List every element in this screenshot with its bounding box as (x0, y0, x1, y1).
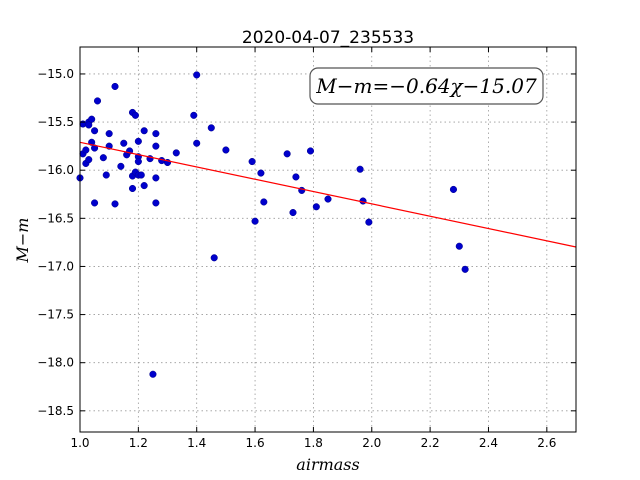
data-point (131, 111, 139, 119)
data-point (85, 156, 93, 164)
x-tick-label: 1.0 (70, 436, 89, 450)
data-point (306, 147, 315, 155)
data-point (449, 185, 458, 193)
data-point (222, 146, 230, 154)
y-tick-label: −17.5 (37, 308, 74, 322)
data-point (356, 165, 364, 173)
data-point (190, 111, 198, 119)
y-tick-label: −16.5 (37, 211, 74, 225)
axis-ticks: 1.0 1.2 1.4 1.6 1.8 2.0 2.2 2.4 2.6 −15.0 −15.5 −16… (37, 47, 576, 450)
data-point (210, 254, 218, 262)
data-point (292, 173, 300, 181)
x-tick-label: 2.0 (362, 436, 381, 450)
y-tick-label: −18.5 (37, 404, 74, 418)
data-point (85, 121, 93, 129)
data-point (312, 203, 320, 211)
data-point (120, 139, 128, 147)
data-points (76, 71, 469, 378)
annotation-frame (309, 67, 544, 105)
data-point (152, 142, 160, 150)
x-axis-label: airmass (296, 455, 359, 474)
data-point (134, 157, 142, 166)
y-tick-label: −15.0 (37, 67, 74, 81)
data-point (289, 209, 297, 217)
plot-frame (79, 46, 577, 433)
data-point (93, 97, 102, 105)
data-point (111, 82, 119, 91)
data-point (172, 149, 180, 157)
data-point (82, 146, 90, 154)
data-point (134, 137, 142, 145)
fit-equation: M−m=−0.64χ−15.07 (315, 74, 537, 98)
x-tick-label: 1.2 (129, 436, 148, 450)
data-point (117, 162, 125, 170)
fit-line (79, 141, 577, 248)
data-point (102, 171, 110, 179)
y-axis-label: M−m (13, 218, 32, 264)
x-tick-label: 2.4 (479, 436, 498, 450)
data-point (99, 154, 107, 162)
data-point (105, 130, 113, 138)
chart-title: 2020-04-07_235533 (242, 28, 414, 48)
y-tick-label: −17.0 (37, 259, 74, 273)
data-point (111, 200, 119, 208)
x-tick-label: 1.4 (187, 436, 206, 450)
x-tick-label: 2.2 (421, 436, 440, 450)
data-point (140, 127, 148, 135)
x-tick-label: 1.8 (304, 436, 323, 450)
data-point (257, 169, 265, 177)
data-point (91, 199, 99, 207)
data-point (365, 218, 373, 226)
data-point (283, 150, 291, 158)
data-point (207, 124, 215, 132)
data-point (455, 242, 463, 250)
y-tick-label: −16.0 (37, 163, 74, 177)
data-point (152, 174, 160, 182)
data-point (193, 71, 201, 79)
data-point (128, 184, 137, 193)
x-tick-label: 2.6 (537, 436, 556, 450)
y-tick-label: −18.0 (37, 356, 74, 370)
y-tick-label: −15.5 (37, 115, 74, 129)
data-point (140, 182, 148, 190)
data-point (149, 370, 157, 378)
data-point (461, 265, 469, 273)
fit-line-group (79, 141, 577, 248)
data-point (152, 199, 160, 207)
data-point (248, 157, 256, 166)
data-point (193, 139, 201, 147)
data-point (324, 195, 332, 203)
data-point (137, 171, 145, 179)
data-point (260, 198, 268, 206)
data-point (91, 127, 99, 135)
data-point (88, 115, 96, 123)
fit-annotation-box: M−m=−0.64χ−15.07 (309, 67, 544, 105)
data-point (251, 217, 259, 225)
data-point (152, 130, 160, 138)
x-tick-label: 1.6 (246, 436, 265, 450)
